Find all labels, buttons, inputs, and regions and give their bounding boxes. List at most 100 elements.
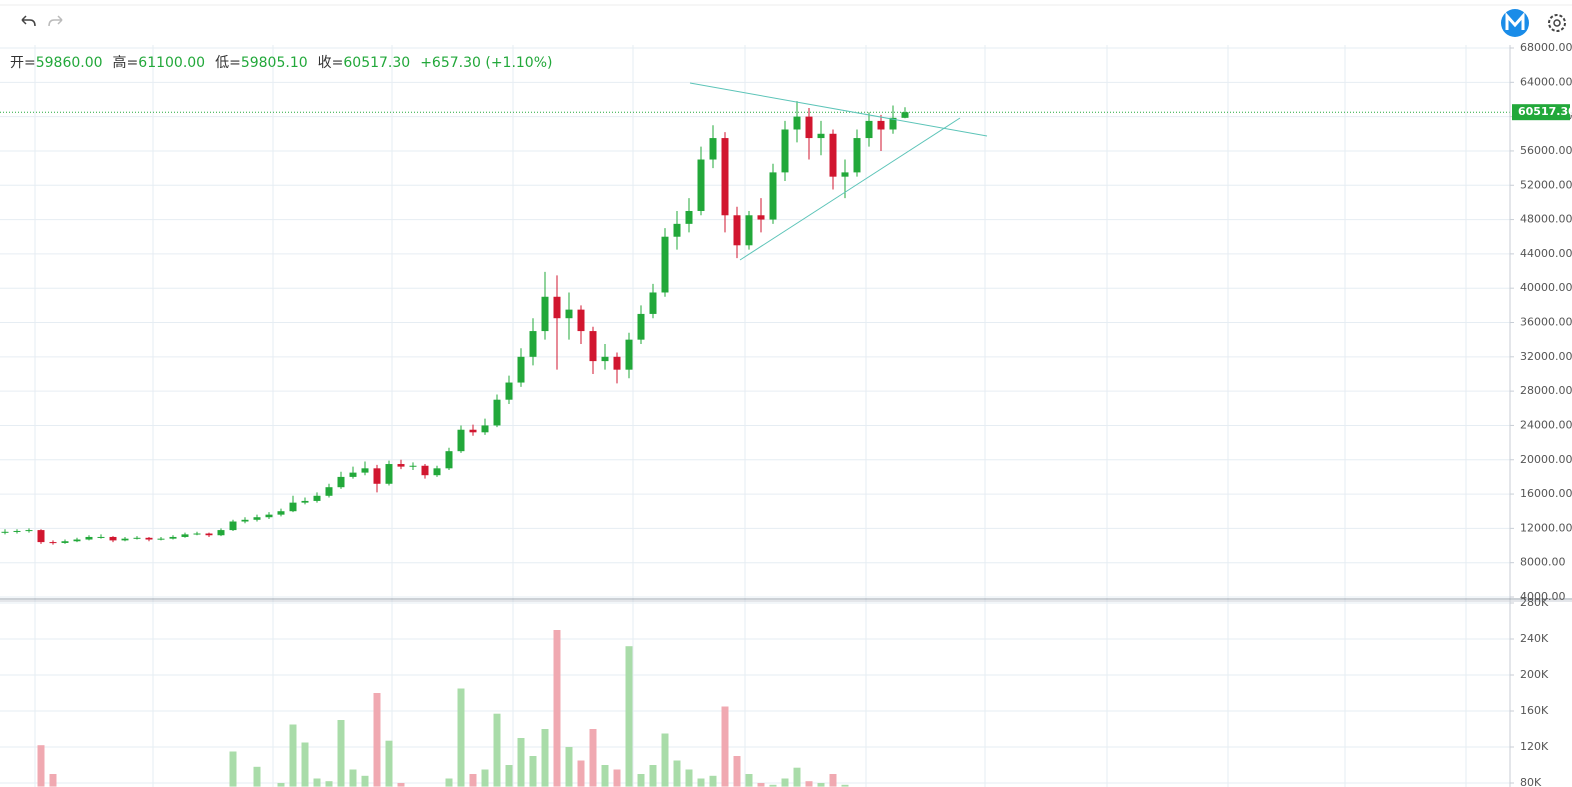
ohlc-legend: 开=59860.00 高=61100.00 低=59805.10 收=60517.30… (10, 54, 552, 71)
volume-bar (697, 778, 705, 787)
y-tick-label: 28000.00 (1520, 384, 1572, 397)
candle-body (1, 531, 9, 533)
undo-button[interactable] (21, 15, 36, 27)
volume-bar (517, 738, 525, 787)
legend-change: +657.30 (+1.10%) (420, 55, 552, 71)
trend-line[interactable] (689, 82, 988, 137)
volume-bar (289, 724, 297, 787)
volume-bar (37, 745, 45, 787)
volume-bar (385, 740, 393, 787)
candle-body (565, 309, 573, 319)
volume-bar (229, 751, 237, 787)
y-tick-label: 20000.00 (1520, 453, 1572, 466)
candle-body (133, 537, 141, 539)
trend-line[interactable] (739, 117, 961, 261)
candle-body (337, 476, 345, 488)
volume-bar (457, 688, 465, 787)
candle-body (673, 223, 681, 237)
candle-body (121, 538, 129, 541)
volume-bar (769, 784, 777, 787)
candle-body (409, 465, 417, 467)
volume-bar (829, 774, 837, 787)
volume-bar (721, 706, 729, 787)
candle-body (253, 517, 261, 520)
candle-body (721, 138, 729, 216)
volume-bar (49, 774, 57, 787)
candle-body (769, 172, 777, 220)
candle-body (853, 138, 861, 173)
candle-body (865, 120, 873, 139)
legend-label: 高= (113, 54, 139, 71)
legend-label: 收= (318, 55, 344, 71)
volume-bar (553, 630, 561, 787)
candle-body (229, 521, 237, 531)
y-tick-label: 16000.00 (1520, 487, 1572, 500)
logo-m (1505, 12, 1525, 30)
last-price-box (1512, 104, 1570, 121)
volume-bar (601, 765, 609, 787)
candle-body (805, 116, 813, 139)
candle-body (241, 519, 249, 522)
legend-label: 低= (215, 55, 241, 71)
candle-body (649, 292, 657, 314)
candle-body (49, 542, 57, 544)
volume-bar (349, 769, 357, 787)
axis: 4000.00 8000.00 12000.00 16000.00 20000.00 24… (1510, 41, 1572, 787)
y-tick-label: 24000.00 (1520, 418, 1572, 431)
candle-body (397, 464, 405, 467)
y-tick-label: 12000.00 (1520, 521, 1572, 534)
logo-button[interactable] (1501, 9, 1529, 37)
candle-body (277, 511, 285, 515)
candle-body (73, 539, 81, 542)
legend-label: 开= (10, 55, 36, 71)
y-tick-label: 56000.00 (1520, 144, 1572, 157)
candle-body (817, 133, 825, 139)
settings-button[interactable] (1548, 14, 1566, 32)
legend-value: 60517.30 (343, 55, 410, 71)
volume-bar (337, 720, 345, 787)
candle-body (697, 159, 705, 211)
volume-bar (625, 646, 633, 787)
marks (0, 101, 1510, 787)
candle-body (301, 500, 309, 503)
volume-bar (685, 769, 693, 787)
candle-body (445, 451, 453, 469)
candle-body (901, 112, 909, 118)
price-axis-panel (1510, 45, 1572, 787)
volume-bar (529, 756, 537, 787)
y2-tick-label: 80K (1520, 776, 1542, 787)
candle-body (289, 502, 297, 512)
y-tick-label: 40000.00 (1520, 281, 1572, 294)
volume-bar (469, 774, 477, 787)
toolbar (0, 0, 1572, 45)
y-tick-label: 64000.00 (1520, 75, 1572, 88)
gear-inner (1553, 19, 1561, 27)
candle-body (613, 356, 621, 370)
legend-value: 59860.00 (36, 55, 103, 71)
volume-bar (649, 765, 657, 787)
candle-body (637, 313, 645, 340)
volume-bar (445, 778, 453, 787)
candle-body (421, 465, 429, 476)
candle-body (349, 472, 357, 477)
y2-tick-label: 160K (1520, 704, 1549, 717)
candle-body (85, 536, 93, 540)
redo-button[interactable] (48, 15, 63, 27)
candle-body (877, 120, 885, 130)
volume-bar (541, 729, 549, 787)
volume-bar (565, 747, 573, 787)
volume-bar (709, 775, 717, 787)
volume-bar (673, 760, 681, 787)
volume-bar (781, 778, 789, 787)
volume-bar (397, 783, 405, 787)
y-tick-label: 44000.00 (1520, 247, 1572, 260)
candle-body (457, 429, 465, 452)
y2-tick-label: 120K (1520, 740, 1549, 753)
volume-bar (493, 713, 501, 787)
candle-body (781, 129, 789, 173)
candle-body (265, 514, 273, 518)
candle-body (25, 530, 33, 532)
y2-tick-label: 240K (1520, 632, 1549, 645)
candle-body (13, 530, 21, 532)
